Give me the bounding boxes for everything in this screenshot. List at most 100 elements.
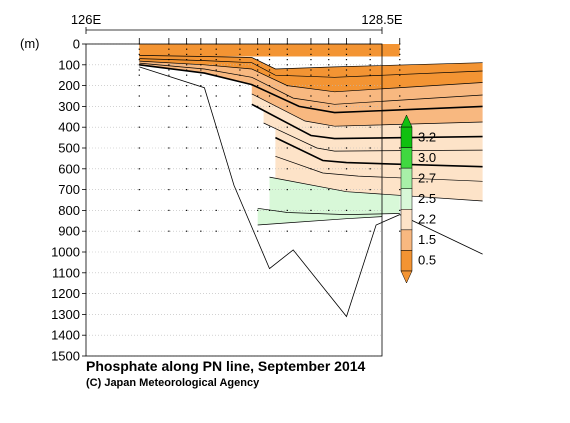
sample-dot bbox=[369, 69, 371, 71]
sample-dot bbox=[345, 48, 348, 50]
sample-dot bbox=[286, 59, 288, 61]
sample-dot bbox=[239, 126, 241, 128]
y-tick-label-200: 200 bbox=[58, 78, 80, 93]
sample-dot bbox=[215, 126, 217, 128]
legend-swatch-0 bbox=[400, 126, 413, 148]
sample-dot bbox=[186, 126, 188, 128]
sample-dot bbox=[268, 48, 271, 50]
sample-dot bbox=[286, 85, 288, 87]
contour-1.5 bbox=[139, 64, 483, 114]
sample-dot bbox=[310, 230, 312, 232]
sample-dot bbox=[328, 95, 330, 97]
sample-dot bbox=[215, 69, 217, 71]
sample-dot bbox=[310, 53, 312, 55]
sample-dot bbox=[200, 126, 202, 128]
legend-label-6: 0.5 bbox=[418, 253, 436, 268]
sample-dot bbox=[186, 189, 188, 191]
sample-dot bbox=[200, 53, 202, 55]
band-8 bbox=[275, 137, 483, 182]
sample-dot bbox=[138, 95, 140, 97]
sample-dot bbox=[328, 59, 330, 61]
legend-label-5: 1.5 bbox=[418, 232, 436, 247]
sample-dot bbox=[399, 230, 401, 232]
sample-dot bbox=[310, 48, 312, 50]
sample-dot bbox=[399, 95, 401, 97]
legend-label-4: 2.2 bbox=[418, 212, 436, 227]
band-7 bbox=[275, 128, 483, 167]
sample-dot bbox=[286, 230, 288, 232]
sample-dot bbox=[268, 105, 271, 107]
sample-dot bbox=[257, 53, 259, 55]
y-tick-label-1000: 1000 bbox=[51, 245, 80, 260]
sample-dot bbox=[328, 230, 330, 232]
legend-label-1: 3.0 bbox=[418, 150, 436, 165]
legend-arrow-top bbox=[400, 114, 413, 128]
legend-label-0: 3.2 bbox=[418, 129, 436, 144]
sample-dot bbox=[399, 85, 401, 87]
sample-dot bbox=[369, 74, 371, 76]
sample-dot bbox=[310, 189, 312, 191]
sample-dot bbox=[310, 209, 312, 211]
band-surface bbox=[139, 44, 400, 57]
y-tick-label-900: 900 bbox=[58, 224, 80, 239]
sample-dot bbox=[138, 74, 140, 76]
sample-dot bbox=[239, 230, 241, 232]
band-1 bbox=[139, 58, 483, 92]
sample-dot bbox=[286, 189, 288, 191]
y-tick-label-1100: 1100 bbox=[52, 265, 80, 280]
sample-dot bbox=[257, 189, 259, 191]
legend-swatch-6 bbox=[400, 250, 413, 272]
sample-dot bbox=[239, 48, 241, 50]
sample-dot bbox=[310, 126, 312, 128]
sample-dot bbox=[286, 53, 288, 55]
sample-dot bbox=[310, 69, 312, 71]
sample-dot bbox=[186, 59, 188, 61]
sample-dot bbox=[369, 85, 371, 87]
contour-2.4 bbox=[269, 176, 483, 202]
sample-dot bbox=[268, 189, 271, 191]
sample-dot bbox=[257, 209, 259, 211]
sample-dot bbox=[345, 105, 348, 107]
sample-dot bbox=[186, 48, 188, 50]
sample-dot bbox=[399, 43, 401, 45]
sample-dot bbox=[268, 53, 271, 55]
sample-dot bbox=[286, 74, 288, 76]
sample-dot bbox=[168, 95, 170, 97]
sample-dot bbox=[215, 209, 217, 211]
legend-swatch-3 bbox=[400, 188, 413, 210]
sample-dot bbox=[200, 59, 202, 61]
sample-dot bbox=[399, 48, 401, 50]
sample-dot bbox=[168, 85, 170, 87]
band-2 bbox=[139, 61, 483, 105]
sample-dot bbox=[345, 95, 348, 97]
x-tick-label-start: 126E bbox=[71, 12, 102, 27]
sample-dot bbox=[215, 48, 217, 50]
sample-dot bbox=[345, 85, 348, 87]
sample-dot bbox=[328, 74, 330, 76]
sample-dot bbox=[328, 168, 330, 170]
sample-dot bbox=[239, 189, 241, 191]
sample-dot bbox=[186, 209, 188, 211]
sample-dot bbox=[239, 147, 241, 149]
sample-dot bbox=[200, 230, 202, 232]
sample-dot bbox=[215, 64, 217, 66]
sample-dot bbox=[399, 168, 401, 170]
sample-dot bbox=[369, 59, 371, 61]
sample-dot bbox=[257, 64, 259, 66]
sample-dot bbox=[186, 69, 188, 71]
sample-dot bbox=[345, 69, 348, 71]
sample-dot bbox=[286, 105, 288, 107]
sample-dot bbox=[200, 74, 202, 76]
contour-2.3 bbox=[275, 155, 483, 182]
sample-dot bbox=[138, 69, 140, 71]
sample-dot bbox=[328, 209, 330, 211]
sample-dot bbox=[369, 147, 371, 149]
sample-dot bbox=[268, 126, 271, 128]
plot-axes: 126E 128.5E (m) 0 100 200 300 400 500 600 700 800 90… bbox=[20, 12, 403, 364]
y-tick-label-100: 100 bbox=[58, 57, 80, 72]
legend-swatch-2 bbox=[400, 167, 413, 189]
sample-dot bbox=[138, 64, 140, 66]
bottom-profile-line bbox=[139, 66, 483, 318]
sample-dot bbox=[268, 74, 271, 76]
plot-frame bbox=[85, 43, 383, 357]
